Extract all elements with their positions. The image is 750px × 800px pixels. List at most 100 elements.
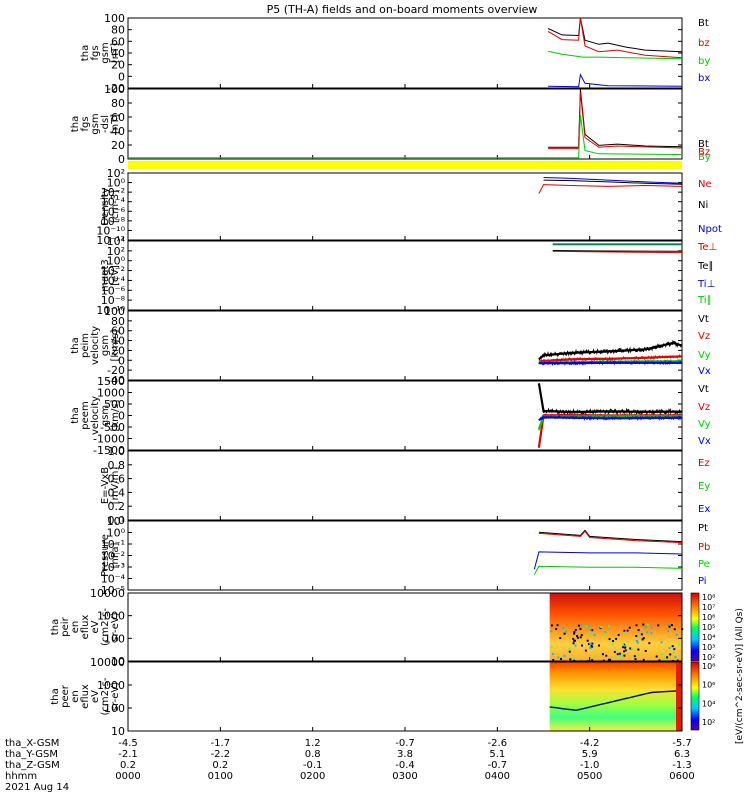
spectrogram-pixel [580,624,582,626]
spectrogram-pixel [661,641,663,643]
panel-density: 10²10⁰10⁻²10⁻⁴10⁻⁶10⁻⁸10⁻¹⁰10⁻¹²Density[… [96,167,682,247]
spectrogram-pixel [591,643,593,645]
colorbar-tick-label: 10⁵ [702,623,715,632]
spectrogram-pixel [591,646,593,648]
spectrogram-pixel [618,634,620,636]
spectrogram-pixel [624,647,626,649]
colorbar: [eV/(cm^2-sec-sr-eV)] (All Qs) 10⁸10⁷10⁶… [691,593,745,744]
series-fgs-bz [548,18,682,58]
x-row-value: 0.2 [212,760,228,771]
spectrogram-pixel [589,642,591,644]
y-axis-label: [mV/m] [110,467,121,505]
spectrogram-pixel [635,658,637,660]
spectrogram-pixel [615,638,617,640]
x-row-value: 1.2 [305,738,321,749]
spectrogram-pixel [557,624,559,626]
y-axis-label: [cm-3] [110,190,121,223]
series-temperature-Te∥ [553,251,682,252]
legend-efield-Ex: Ex [698,504,710,515]
x-row-value: -0.1 [303,760,323,771]
x-row-value: -2.1 [118,749,138,760]
legend-density-Ni: Ni [698,200,708,211]
series-fgs-by [548,51,682,59]
spectrogram-pixel [560,658,562,660]
x-row-value: -4.5 [118,738,138,749]
spectrogram-pixel [575,629,577,631]
spectrogram-pixel [614,651,616,653]
colorbar-tick-label: 10⁴ [702,633,715,642]
panel-temperature: 10⁴10²10⁰10⁻²10⁻⁴10⁻⁶10⁻⁸10⁻¹⁰ magt3 [eV] [96,235,682,317]
spectrogram-pixel [589,629,591,631]
spectrogram-pixel [586,626,588,628]
y-tick-label: 20 [111,139,125,152]
spectrogram-pixel [612,640,614,642]
flag-bar [128,161,682,169]
x-row-label: tha_Z-GSM [5,760,60,771]
series-fgs_dsl-Bt [548,89,682,147]
spectrogram-pixel [656,656,658,658]
series-fgs_dsl-Bz [548,92,682,148]
x-row-value: -1.0 [580,760,600,771]
panel-fgs_dsl: 100806040200 tha fgs gsm -dsl [nT] [70,83,682,166]
y-tick-label: 10000 [90,656,125,669]
spectrogram-pixel [643,637,645,639]
spectrogram-pixel [562,627,564,629]
series-fgs-bx [548,75,682,87]
spectrogram-pixel [552,653,554,655]
legend-fgs-Bt: Bt [698,18,709,29]
x-tick-label: 0600 [669,771,694,782]
x-axis-label: hhmm [5,771,37,782]
legend-fgs-bx: bx [698,73,710,84]
spectrogram-pixel [573,633,575,635]
spectrogram-pixel [631,648,633,650]
y-tick-label: 80 [111,97,125,110]
y-axis-label: [km/s] [110,399,121,431]
spectrogram-pixel [622,644,624,646]
panel-frame [128,18,682,88]
spectrogram-pixel [624,632,626,634]
y-tick-label: 1.0 [108,445,126,458]
x-row-value: -0.4 [395,760,415,771]
x-tick-label: 0300 [392,771,417,782]
spectrogram-edge [676,662,682,731]
legend-layer: BtbzbybxBtBzByNeNiNpotTe⊥Te∥Ti⊥Ti∥VtVzVy… [697,18,722,587]
x-row-value: 0.8 [305,749,321,760]
legend-fgs-bz: bz [698,38,710,49]
spectrogram-pixel [565,630,567,632]
spectrogram-pixel [573,658,575,660]
legend-peim_velocity-Vx: Vx [698,366,711,377]
y-axis-label: [nT] [110,114,121,134]
spectrogram-pixel [671,624,673,626]
panel-peem_velocity: 150010005000-500-1000-1500tha peem velocit… [70,375,682,457]
spectrogram-pixel [666,656,668,658]
spectrogram-pixel [555,628,557,630]
panel-frame [128,173,682,240]
panel-pressure: 10¹10⁰10⁻¹10⁻²10⁻³10⁻⁴10⁻⁵Pressure [nPa] [100,515,682,597]
spectrogram-pixel [568,648,570,650]
y-tick-label: 100 [104,83,125,96]
y-axis-label: [eV] [110,265,121,286]
spectrogram-pixel [615,656,617,658]
y-tick-label: 0 [118,153,125,166]
spectrogram-pixel [576,635,578,637]
series-peem_velocity-Vz [539,415,682,448]
spectrogram-peer_spec [550,662,682,731]
spectrogram-pixel [602,653,604,655]
colorbar-tick-label: 10⁷ [702,603,715,612]
spectrogram-pixel [587,640,589,642]
spectrogram-pixel [551,624,553,626]
spectrogram-pixel [664,657,666,659]
panels-layer: 100806040200-20tha fgs gsm [nT]100806040200… [50,12,683,738]
overview-figure: P5 (TH-A) fields and on-board moments ov… [0,0,750,800]
spectrogram-pixel [557,656,559,658]
spectrogram-pixel [650,632,652,634]
spectrogram-pixel [619,655,621,657]
spectrogram-pixel [625,649,627,651]
colorbar-upper [691,593,699,661]
colorbar-tick-label: 10⁴ [702,699,715,708]
panel-efield: 1.00.80.60.40.20.0E=-VxB [mV/m] [100,445,682,527]
colorbar-tick-label: 10⁸ [702,662,715,671]
y-axis-label: [nPa] [110,542,121,568]
spectrogram-pixel [575,645,577,647]
spectrogram-pixel [598,645,600,647]
